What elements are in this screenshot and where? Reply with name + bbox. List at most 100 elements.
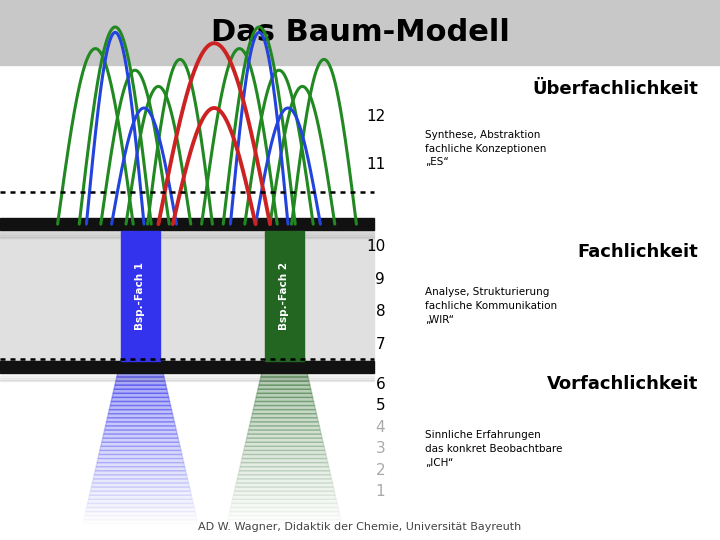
Text: 12: 12 bbox=[366, 109, 385, 124]
Polygon shape bbox=[240, 463, 329, 467]
Text: 5: 5 bbox=[376, 399, 385, 413]
Bar bbox=[121, 231, 160, 361]
Polygon shape bbox=[118, 369, 163, 373]
Bar bbox=[0, 0, 720, 65]
Text: Synthese, Abstraktion
fachliche Konzeptionen
„ES“: Synthese, Abstraktion fachliche Konzepti… bbox=[425, 130, 546, 167]
Bar bbox=[0, 361, 374, 373]
Polygon shape bbox=[255, 397, 314, 402]
Polygon shape bbox=[258, 385, 311, 389]
Polygon shape bbox=[238, 471, 330, 475]
Polygon shape bbox=[92, 479, 189, 483]
Polygon shape bbox=[113, 389, 168, 393]
Polygon shape bbox=[93, 475, 188, 479]
Bar bbox=[0, 375, 374, 376]
Text: 8: 8 bbox=[376, 305, 385, 320]
Text: Das Baum-Modell: Das Baum-Modell bbox=[210, 18, 510, 47]
Bar bbox=[0, 233, 374, 235]
Polygon shape bbox=[97, 458, 184, 463]
Polygon shape bbox=[104, 426, 176, 430]
Text: Analyse, Strukturierung
fachliche Kommunikation
„WIR“: Analyse, Strukturierung fachliche Kommun… bbox=[425, 287, 557, 326]
Polygon shape bbox=[109, 406, 171, 410]
Text: Fachlichkeit: Fachlichkeit bbox=[577, 243, 698, 261]
Text: Vorfachlichkeit: Vorfachlichkeit bbox=[547, 375, 698, 394]
Text: 10: 10 bbox=[366, 239, 385, 254]
Bar bbox=[0, 232, 374, 233]
Text: 6: 6 bbox=[375, 377, 385, 392]
Polygon shape bbox=[247, 434, 322, 438]
Polygon shape bbox=[264, 361, 305, 365]
Polygon shape bbox=[257, 389, 312, 393]
Polygon shape bbox=[95, 467, 186, 471]
Bar bbox=[0, 237, 374, 238]
Polygon shape bbox=[246, 438, 323, 442]
Polygon shape bbox=[120, 361, 161, 365]
Bar bbox=[0, 218, 374, 230]
Polygon shape bbox=[107, 418, 174, 422]
Bar bbox=[265, 231, 305, 361]
Text: 7: 7 bbox=[376, 337, 385, 352]
Text: Bsp.-Fach 2: Bsp.-Fach 2 bbox=[279, 262, 289, 329]
Polygon shape bbox=[101, 442, 180, 447]
Text: AD W. Wagner, Didaktik der Chemie, Universität Bayreuth: AD W. Wagner, Didaktik der Chemie, Unive… bbox=[199, 522, 521, 532]
Polygon shape bbox=[248, 426, 320, 430]
Polygon shape bbox=[243, 450, 326, 455]
Polygon shape bbox=[245, 442, 324, 447]
Text: 4: 4 bbox=[376, 420, 385, 435]
Polygon shape bbox=[103, 434, 178, 438]
Polygon shape bbox=[106, 422, 176, 426]
Polygon shape bbox=[91, 483, 189, 487]
Polygon shape bbox=[260, 377, 309, 381]
Polygon shape bbox=[251, 418, 318, 422]
Polygon shape bbox=[263, 365, 306, 369]
Polygon shape bbox=[107, 414, 174, 418]
Polygon shape bbox=[251, 414, 318, 418]
Polygon shape bbox=[262, 369, 307, 373]
Polygon shape bbox=[91, 487, 190, 491]
Polygon shape bbox=[112, 393, 168, 397]
Text: 9: 9 bbox=[375, 272, 385, 287]
Bar bbox=[0, 380, 374, 381]
Bar bbox=[0, 373, 374, 375]
Polygon shape bbox=[111, 397, 170, 402]
Polygon shape bbox=[244, 447, 325, 450]
Polygon shape bbox=[102, 438, 179, 442]
Polygon shape bbox=[94, 471, 186, 475]
Polygon shape bbox=[104, 430, 177, 434]
Bar bbox=[0, 235, 374, 237]
Polygon shape bbox=[248, 430, 321, 434]
Bar bbox=[0, 376, 374, 378]
Text: Sinnliche Erfahrungen
das konkret Beobachtbare
„ICH“: Sinnliche Erfahrungen das konkret Beobac… bbox=[425, 430, 562, 468]
Polygon shape bbox=[88, 500, 193, 503]
Polygon shape bbox=[117, 373, 164, 377]
Polygon shape bbox=[114, 385, 167, 389]
Polygon shape bbox=[233, 491, 336, 495]
Polygon shape bbox=[256, 393, 312, 397]
Text: Bsp.-Fach 1: Bsp.-Fach 1 bbox=[135, 262, 145, 329]
Bar bbox=[0, 378, 374, 380]
Polygon shape bbox=[96, 463, 185, 467]
Polygon shape bbox=[236, 479, 333, 483]
Polygon shape bbox=[250, 422, 320, 426]
Polygon shape bbox=[108, 410, 173, 414]
Polygon shape bbox=[233, 495, 336, 500]
Polygon shape bbox=[89, 495, 192, 500]
Bar bbox=[0, 230, 374, 361]
Polygon shape bbox=[259, 381, 310, 385]
Text: 11: 11 bbox=[366, 157, 385, 172]
Text: 3: 3 bbox=[375, 441, 385, 456]
Polygon shape bbox=[116, 377, 165, 381]
Polygon shape bbox=[99, 450, 182, 455]
Polygon shape bbox=[115, 381, 166, 385]
Text: 2: 2 bbox=[376, 463, 385, 477]
Polygon shape bbox=[242, 455, 327, 458]
Text: 1: 1 bbox=[376, 484, 385, 499]
Polygon shape bbox=[237, 475, 332, 479]
Polygon shape bbox=[235, 487, 334, 491]
Polygon shape bbox=[252, 410, 317, 414]
Bar bbox=[0, 230, 374, 232]
Polygon shape bbox=[110, 402, 171, 406]
Polygon shape bbox=[98, 455, 183, 458]
Polygon shape bbox=[253, 406, 315, 410]
Polygon shape bbox=[235, 483, 333, 487]
Polygon shape bbox=[241, 458, 328, 463]
